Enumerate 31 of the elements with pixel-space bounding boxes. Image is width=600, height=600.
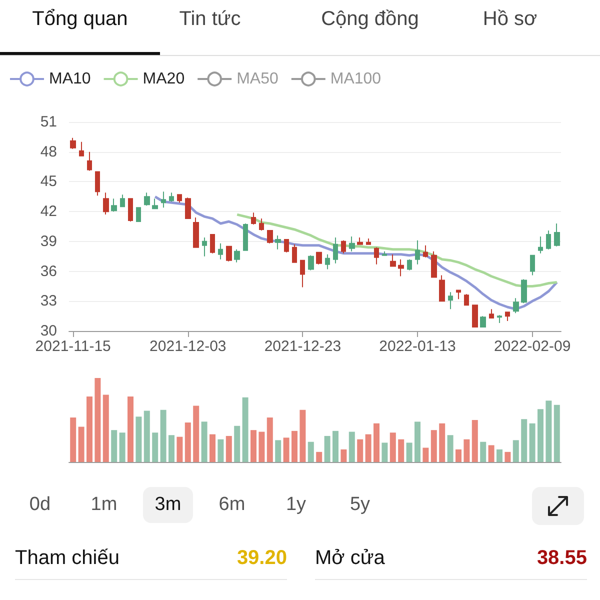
x-tick-label: 2021-12-23 bbox=[264, 338, 342, 355]
text: 5y bbox=[348, 493, 372, 517]
text: 0d bbox=[28, 493, 52, 517]
y-tick-label: 36 bbox=[40, 262, 57, 280]
text: 1m bbox=[90, 493, 118, 517]
text: 38.55 bbox=[536, 547, 587, 570]
text: 1y bbox=[284, 493, 308, 517]
x-tick-label: 2022-02-09 bbox=[494, 338, 571, 355]
text: Tin tức bbox=[178, 8, 242, 31]
text: Mở cửa bbox=[315, 547, 385, 570]
x-tick-label: 2021-12-03 bbox=[150, 338, 226, 355]
y-tick-label: 33 bbox=[40, 292, 57, 310]
text: 3m bbox=[143, 487, 193, 523]
y-tick-label: 45 bbox=[40, 173, 57, 190]
y-tick-label: 39 bbox=[40, 232, 57, 250]
legend-label: MA10 bbox=[49, 70, 91, 88]
y-tick-label: 42 bbox=[40, 203, 57, 220]
text: 39.20 bbox=[236, 547, 287, 570]
text: 6m bbox=[218, 493, 246, 517]
x-tick-label: 2021-11-15 bbox=[35, 338, 111, 355]
y-tick-label: 48 bbox=[40, 143, 57, 160]
legend-label: MA20 bbox=[142, 70, 185, 88]
y-tick-label: 51 bbox=[40, 114, 57, 130]
legend-label: MA50 bbox=[236, 70, 278, 88]
text: Hồ sơ bbox=[482, 8, 538, 31]
text: Tham chiếu bbox=[15, 547, 120, 570]
text: Cộng đồng bbox=[320, 8, 420, 31]
legend-label: MA100 bbox=[330, 70, 382, 88]
x-tick-label: 2022-01-13 bbox=[379, 338, 456, 355]
y-tick-label: 30 bbox=[40, 322, 57, 340]
text: Tổng quan bbox=[31, 8, 129, 31]
